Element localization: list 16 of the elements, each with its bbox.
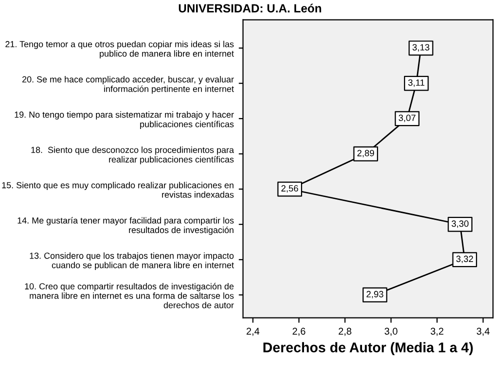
y-tick-label: 15. Siento que es muy complicado realizar publicaciones en revistas indexadas: [2, 182, 234, 198]
x-tick-label: 2,6: [292, 328, 306, 336]
chart-title: UNIVERSIDAD: U.A. León: [178, 4, 322, 12]
x-tick-label: 3,4: [476, 328, 490, 336]
y-tick-label: 20. Se me hace complicado acceder, buscar, y evaluar información pertinente en internet: [22, 76, 234, 94]
y-tick-label: 19. No tengo tiempo para sistematizar mi trabajo y hacer publicaciones científicas: [14, 111, 234, 129]
y-tick-label: 14. Me gustaría tener mayor facilidad para compartir los resultados de investigación: [18, 217, 234, 235]
x-tick-label: 3,0: [384, 328, 398, 336]
y-tick-label: 13. Considero que los trabajos tienen mayor impacto cuando se publican de manera libre en internet: [30, 252, 234, 270]
y-tick-label: 10. Creo que compartir resultados de investigación de manera libre en internet es una forma de saltarse los derechos de autor: [25, 282, 234, 308]
x-tick-label: 2,4: [246, 328, 260, 336]
x-tick-label: 3,2: [430, 328, 444, 336]
y-tick-label: 18. Siento que desconozco los procedimientos para realizar publicaciones científicas: [31, 146, 234, 164]
x-tick-label: 2,8: [338, 328, 352, 336]
y-tick-label: 21. Tengo temor a que otros puedan copiar mis ideas si las publico de manera libre en internet: [5, 40, 234, 58]
x-axis-title: Derechos de Autor (Media 1 a 4): [263, 342, 473, 356]
